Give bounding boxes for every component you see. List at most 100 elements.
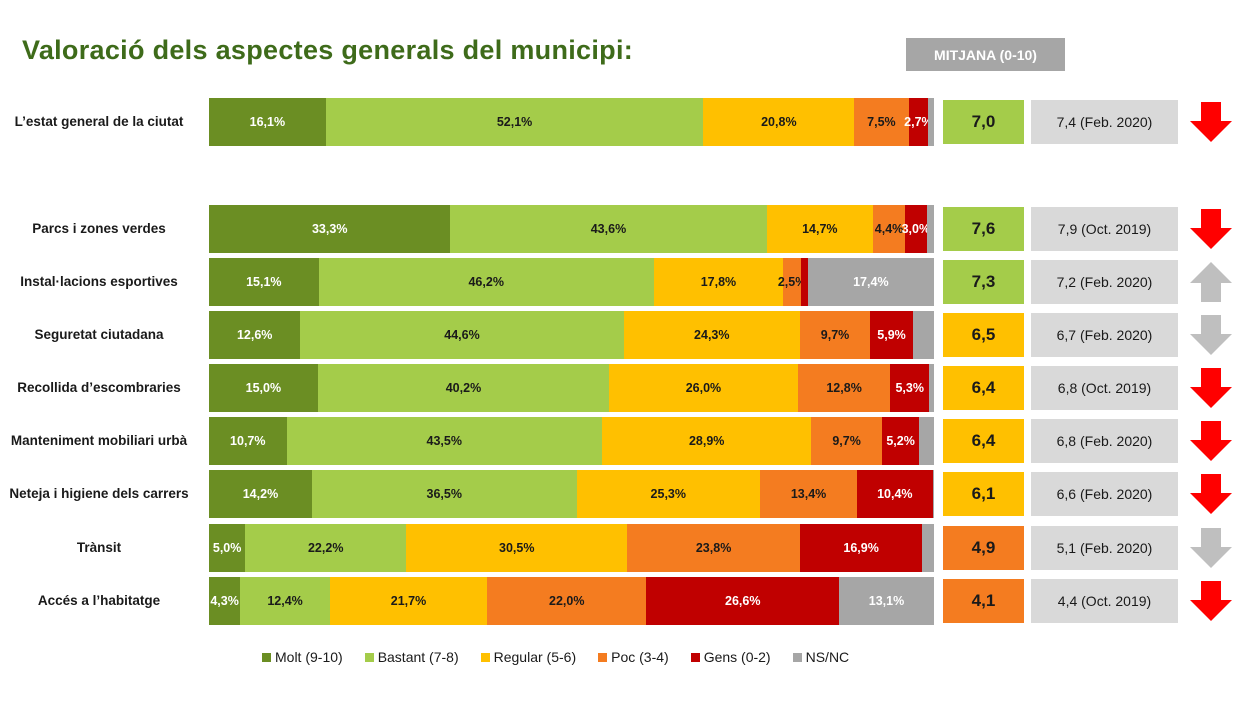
data-label: 3,0%: [901, 222, 931, 236]
bar-segment: [912, 311, 934, 359]
bar-segment: 26,0%: [609, 364, 798, 412]
stacked-bar: 5,0% 22,2% 30,5% 23,8% 16,9%: [209, 524, 934, 572]
mean-value: 6,1: [943, 472, 1024, 516]
data-label: 10,4%: [877, 487, 913, 501]
category-label: L’estat general de la ciutat: [14, 114, 184, 129]
data-label: 21,7%: [390, 594, 427, 608]
stacked-bar: 15,0% 40,2% 26,0% 12,8% 5,3%: [209, 364, 934, 412]
data-label: 4,3%: [210, 594, 239, 608]
data-label: 5,0%: [212, 541, 242, 555]
data-label: 44,6%: [444, 328, 480, 342]
legend-item: Gens (0-2): [690, 649, 771, 665]
bar-segment: 40,2%: [317, 364, 610, 412]
bar-segment: 13,1%: [839, 577, 934, 625]
data-label: 7,5%: [867, 115, 896, 129]
stacked-bar: 12,6% 44,6% 24,3% 9,7% 5,9%: [209, 311, 934, 359]
category-label: Accés a l’habitatge: [37, 593, 161, 608]
data-label: 25,3%: [650, 487, 686, 501]
data-label: 5,2%: [886, 434, 915, 448]
arrow-down-icon: [1188, 524, 1234, 572]
bar-segment: 22,0%: [487, 577, 647, 625]
data-label: 4,4%: [874, 222, 904, 236]
data-label: 12,8%: [826, 381, 862, 395]
legend-label: NS/NC: [805, 649, 850, 665]
data-label: 16,9%: [843, 541, 879, 555]
data-label: 12,6%: [236, 328, 273, 342]
bar-segment: 9,7%: [811, 417, 882, 465]
bar-segment: 14,2%: [209, 470, 312, 518]
data-label: 52,1%: [496, 115, 533, 129]
chart-row: Accés a l’habitatge 4,3% 12,4% 21,7% 22,0% 26…: [0, 577, 1250, 625]
stacked-bar: 10,7% 43,5% 28,9% 9,7% 5,2%: [209, 417, 934, 465]
bar-segment: [801, 258, 808, 306]
bar-segment: 2,5%: [778, 258, 806, 306]
bar-segment: 10,4%: [857, 470, 933, 518]
bar-segment: 43,5%: [286, 417, 602, 465]
mean-value: 4,1: [943, 579, 1024, 623]
arrow-down-icon: [1188, 98, 1234, 146]
legend-swatch: [364, 652, 374, 662]
previous-value: 6,8 (Oct. 2019): [1031, 366, 1178, 410]
legend-item: Bastant (7-8): [364, 649, 459, 665]
legend-swatch: [598, 652, 608, 662]
mean-value: 7,0: [943, 100, 1024, 144]
bar-segment: 52,1%: [325, 98, 704, 146]
bar-segment: 2,7%: [904, 98, 933, 146]
arrow-down-icon: [1188, 417, 1234, 465]
previous-value: 6,8 (Feb. 2020): [1031, 419, 1178, 463]
bar-segment: 24,3%: [623, 311, 800, 359]
previous-value: 7,9 (Oct. 2019): [1031, 207, 1178, 251]
data-label: 20,8%: [761, 115, 797, 129]
bar-segment: 7,5%: [854, 98, 909, 146]
data-label: 17,4%: [853, 275, 889, 289]
bar-segment: 36,5%: [311, 470, 577, 518]
chart-title: Valoració dels aspectes generals del mun…: [22, 35, 634, 65]
category-label: Seguretat ciutadana: [34, 327, 164, 342]
chart-legend: Molt (9-10) Bastant (7-8) Regular (5-6) Poc…: [262, 649, 849, 665]
data-label: 36,5%: [426, 487, 462, 501]
bar-segment: 10,7%: [209, 417, 287, 465]
bar-segment: 15,0%: [209, 364, 318, 412]
arrow-down-icon: [1188, 470, 1234, 518]
bar-segment: [926, 205, 934, 253]
bar-segment: [928, 364, 934, 412]
bar-segment: 9,7%: [799, 311, 871, 359]
legend-item: Poc (3-4): [598, 649, 669, 665]
bar-segment: 5,9%: [870, 311, 913, 359]
bar-segment: 5,3%: [890, 364, 929, 412]
chart-row: Parcs i zones verdes 33,3% 43,6% 14,7% 4,4% 3…: [0, 205, 1250, 253]
category-label: Instal·lacions esportives: [20, 274, 178, 289]
category-label: Recollida d’escombraries: [17, 380, 181, 395]
data-label: 14,2%: [242, 487, 279, 501]
data-label: 23,8%: [695, 541, 732, 555]
data-label: 40,2%: [445, 381, 482, 395]
data-label: 26,6%: [725, 594, 761, 608]
previous-value: 6,7 (Feb. 2020): [1031, 313, 1178, 357]
bar-segment: 28,9%: [601, 417, 812, 465]
data-label: 12,4%: [267, 594, 303, 608]
legend-label: Molt (9-10): [275, 649, 343, 665]
chart-row: Instal·lacions esportives 15,1% 46,2% 17,8%…: [0, 258, 1250, 306]
arrow-down-icon: [1188, 311, 1234, 359]
chart-row: Manteniment mobiliari urbà 10,7% 43,5% 28,9…: [0, 417, 1250, 465]
bar-segment: 25,3%: [576, 470, 760, 518]
bar-segment: 23,8%: [627, 524, 800, 572]
data-label: 28,9%: [688, 434, 725, 448]
bar-segment: 13,4%: [759, 470, 858, 518]
data-label: 43,5%: [426, 434, 462, 448]
stacked-bar: 33,3% 43,6% 14,7% 4,4% 3,0%: [209, 205, 934, 253]
bar-segment: 15,1%: [209, 258, 319, 306]
mean-value: 6,4: [943, 366, 1024, 410]
data-label: 24,3%: [694, 328, 730, 342]
legend-swatch: [690, 652, 700, 662]
legend-item: Regular (5-6): [480, 649, 576, 665]
chart-row: Recollida d’escombraries 15,0% 40,2% 26,0% 1…: [0, 364, 1250, 412]
mean-column-header: MITJANA (0-10): [906, 38, 1065, 71]
bar-segment: [928, 98, 934, 146]
data-label: 5,9%: [877, 328, 906, 342]
bar-segment: 44,6%: [300, 311, 624, 359]
data-label: 16,1%: [249, 115, 286, 129]
bar-segment: 20,8%: [703, 98, 855, 146]
previous-value: 5,1 (Feb. 2020): [1031, 526, 1178, 570]
category-label: Neteja i higiene dels carrers: [9, 486, 189, 501]
